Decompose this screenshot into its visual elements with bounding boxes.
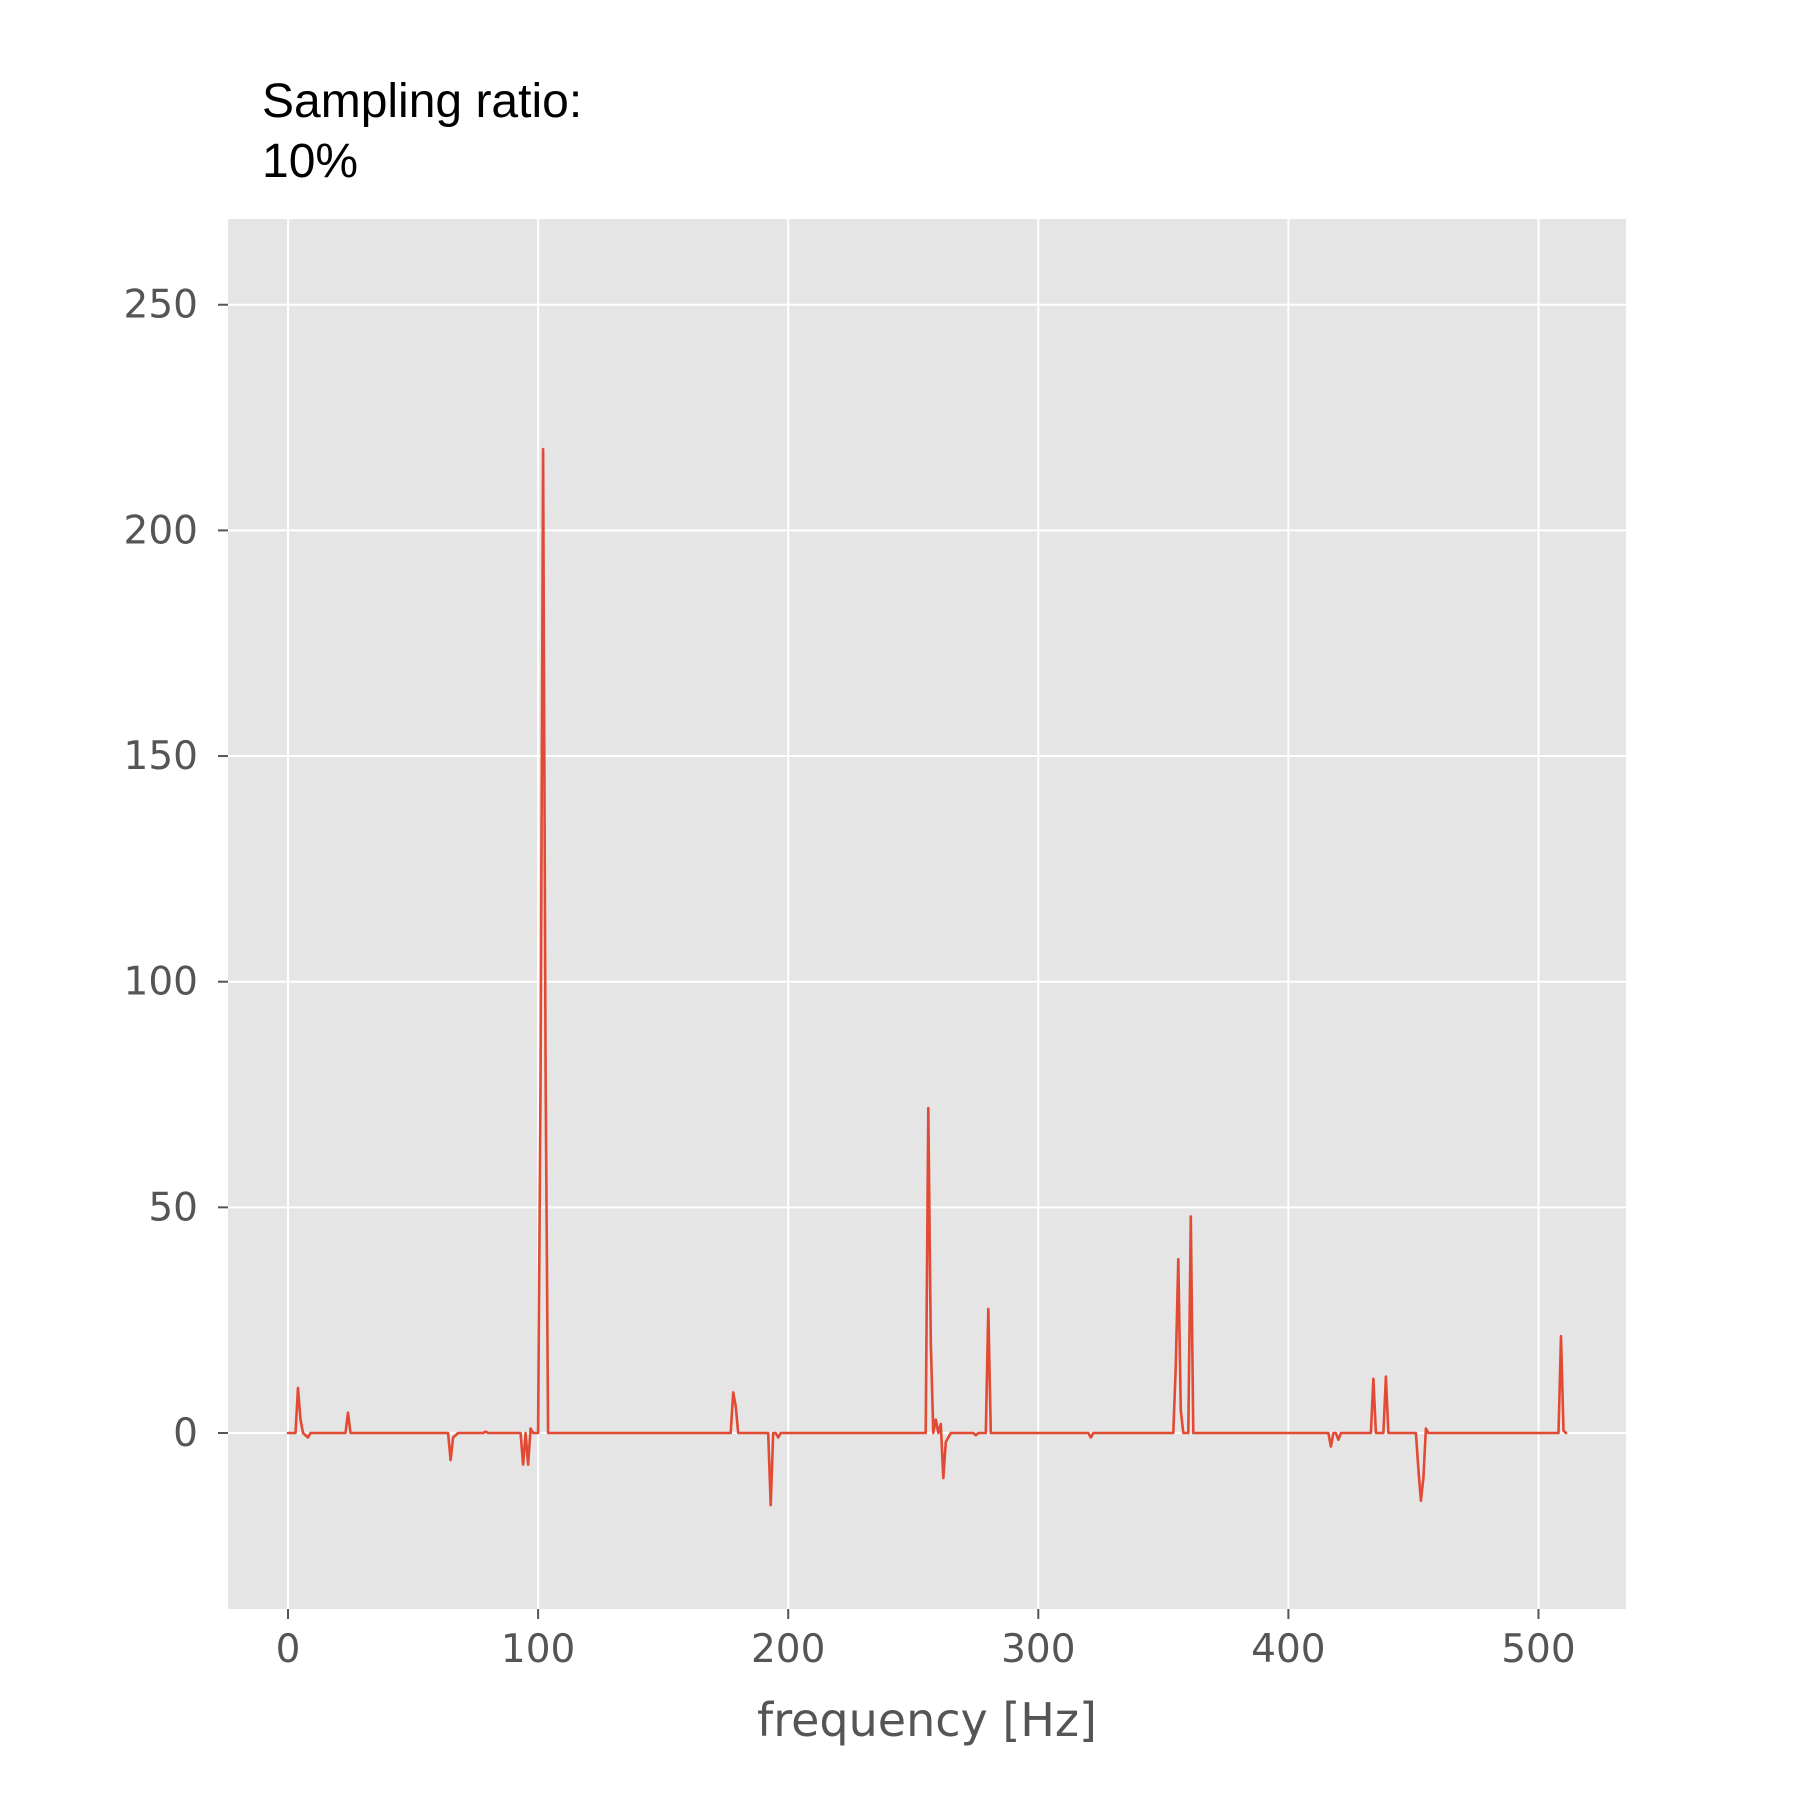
y-tick-label: 150 (124, 734, 198, 779)
y-tick-label: 50 (148, 1185, 198, 1230)
series-line (286, 447, 1568, 1507)
axis-ticks: 0 100 200 300 400 500 0 50 100 150 200 250 (124, 283, 1576, 1672)
y-tick-label: 200 (124, 508, 198, 553)
series-layer (286, 447, 1568, 1507)
chart-title-line-2: 10% (262, 135, 358, 188)
x-tick-label: 100 (501, 1627, 575, 1672)
x-tick-label: 500 (1501, 1627, 1575, 1672)
x-axis-label: frequency [Hz] (757, 1693, 1097, 1747)
y-tick-label: 250 (124, 283, 198, 328)
x-tick-label: 300 (1001, 1627, 1075, 1672)
y-tick-label: 0 (173, 1411, 198, 1456)
chart-title-line-1: Sampling ratio: (262, 75, 582, 128)
x-tick-label: 0 (276, 1627, 301, 1672)
x-tick-label: 200 (751, 1627, 825, 1672)
grid (228, 219, 1626, 1609)
x-tick-label: 400 (1251, 1627, 1325, 1672)
y-tick-label: 100 (124, 960, 198, 1005)
